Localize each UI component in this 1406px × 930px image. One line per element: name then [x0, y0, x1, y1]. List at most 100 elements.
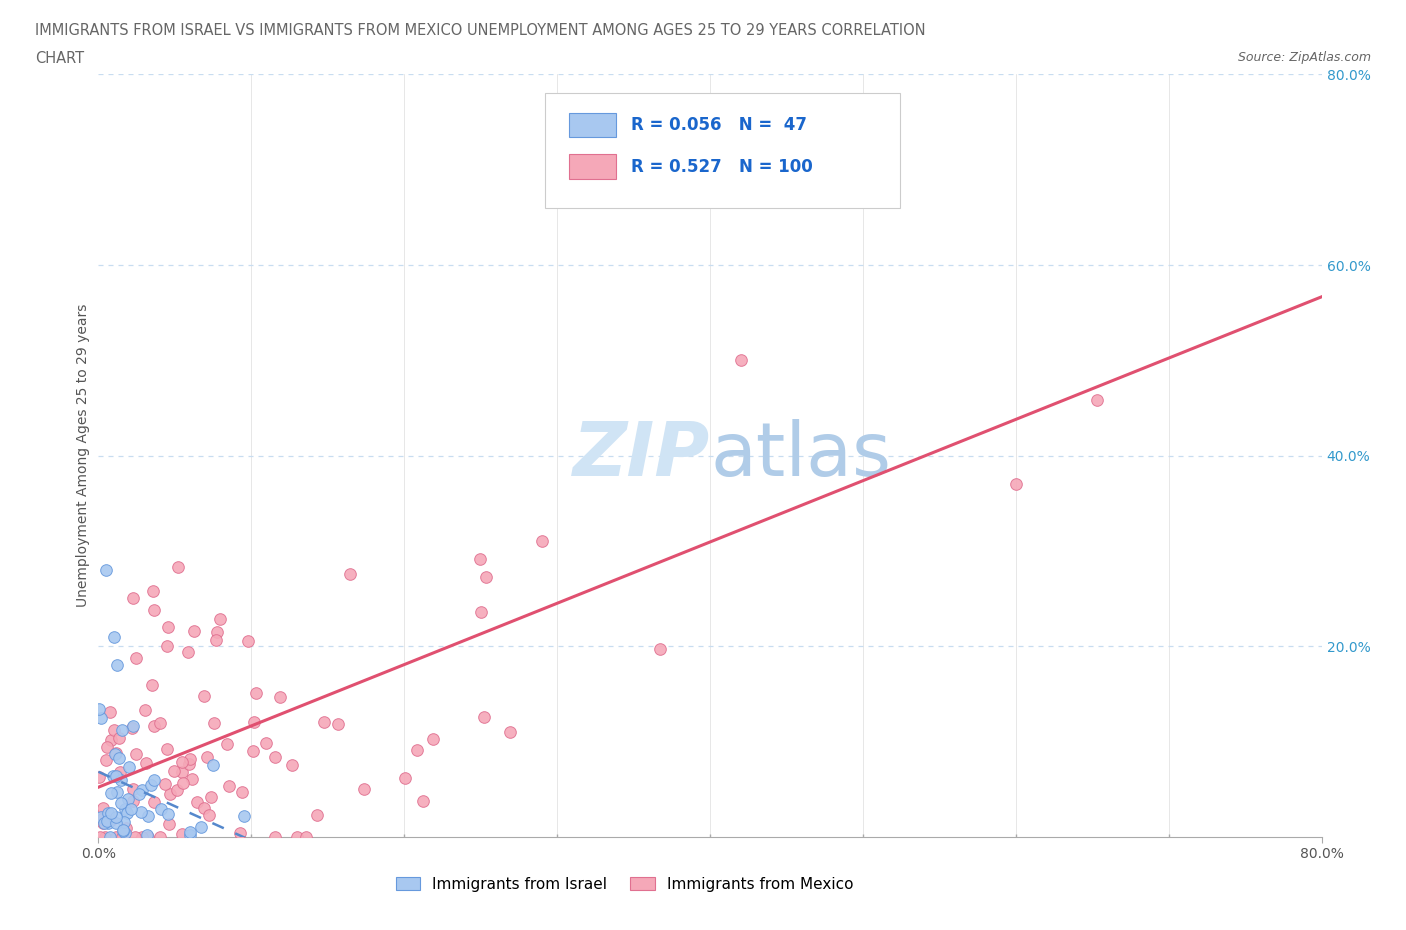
Point — [281, 757, 304, 772]
Point — [177, 644, 200, 659]
Point — [263, 830, 285, 844]
Legend: Immigrants from Israel, Immigrants from Mexico: Immigrants from Israel, Immigrants from … — [389, 870, 859, 898]
Point — [131, 782, 153, 797]
Point — [141, 677, 163, 692]
Point — [93, 830, 115, 844]
Point — [128, 787, 150, 802]
Point — [108, 764, 131, 779]
Point — [200, 790, 222, 804]
Point — [89, 702, 111, 717]
Point — [91, 811, 114, 826]
Point — [100, 786, 122, 801]
Point — [394, 771, 416, 786]
Point — [117, 791, 139, 806]
Bar — [569, 113, 616, 137]
Point — [122, 719, 145, 734]
Point — [100, 813, 122, 828]
Point — [245, 685, 267, 700]
Point — [193, 689, 215, 704]
Point — [190, 819, 212, 834]
Point — [96, 740, 118, 755]
Point — [472, 709, 495, 724]
Point — [136, 808, 159, 823]
Point — [648, 642, 671, 657]
Point — [91, 816, 114, 830]
Point — [218, 778, 240, 793]
Point — [499, 724, 522, 739]
Text: IMMIGRANTS FROM ISRAEL VS IMMIGRANTS FROM MEXICO UNEMPLOYMENT AMONG AGES 25 TO 2: IMMIGRANTS FROM ISRAEL VS IMMIGRANTS FRO… — [35, 23, 925, 38]
Point — [97, 805, 120, 820]
Point — [142, 584, 165, 599]
Point — [186, 794, 208, 809]
Point — [125, 651, 148, 666]
Text: R = 0.527   N = 100: R = 0.527 N = 100 — [630, 158, 813, 176]
Point — [153, 777, 176, 791]
Point — [93, 816, 115, 830]
Point — [121, 782, 143, 797]
Point — [167, 560, 190, 575]
Point — [134, 703, 156, 718]
Point — [124, 830, 146, 844]
Text: R = 0.056   N =  47: R = 0.056 N = 47 — [630, 115, 807, 134]
Point — [412, 793, 434, 808]
Point — [149, 716, 172, 731]
Point — [468, 552, 491, 567]
Point — [105, 658, 128, 673]
Point — [530, 533, 553, 548]
Point — [94, 563, 117, 578]
Point — [305, 807, 328, 822]
Point — [118, 759, 141, 774]
Point — [231, 784, 253, 799]
Point — [202, 758, 225, 773]
FancyBboxPatch shape — [546, 94, 900, 208]
Point — [269, 689, 291, 704]
Point — [852, 181, 875, 196]
Point — [254, 736, 277, 751]
Point — [406, 742, 429, 757]
Point — [285, 830, 308, 844]
Point — [90, 809, 112, 824]
Point — [98, 704, 121, 719]
Point — [91, 800, 114, 815]
Point — [110, 772, 132, 787]
Point — [111, 830, 134, 844]
Point — [181, 772, 204, 787]
Point — [115, 820, 138, 835]
Point — [121, 591, 143, 605]
Text: CHART: CHART — [35, 51, 84, 66]
Point — [353, 782, 375, 797]
Point — [156, 639, 179, 654]
Point — [170, 764, 193, 779]
Point — [470, 604, 492, 619]
Text: atlas: atlas — [710, 419, 891, 492]
Point — [121, 793, 143, 808]
Point — [233, 808, 256, 823]
Point — [242, 744, 264, 759]
Point — [236, 633, 259, 648]
Point — [94, 753, 117, 768]
Point — [205, 632, 228, 647]
Point — [475, 570, 498, 585]
Point — [104, 809, 127, 824]
Y-axis label: Unemployment Among Ages 25 to 29 years: Unemployment Among Ages 25 to 29 years — [76, 304, 90, 607]
Point — [202, 716, 225, 731]
Point — [142, 794, 165, 809]
Point — [96, 814, 118, 829]
Point — [149, 802, 172, 817]
Point — [100, 806, 122, 821]
Point — [177, 756, 200, 771]
Point — [179, 824, 201, 839]
Point — [87, 769, 110, 784]
Text: ZIP: ZIP — [572, 419, 710, 492]
Point — [105, 768, 128, 783]
Point — [156, 619, 179, 634]
Point — [89, 830, 111, 844]
Point — [114, 826, 136, 841]
Point — [156, 741, 179, 756]
Bar — [569, 154, 616, 179]
Point — [295, 830, 318, 844]
Point — [111, 824, 134, 839]
Point — [141, 777, 163, 792]
Point — [104, 746, 127, 761]
Point — [143, 719, 166, 734]
